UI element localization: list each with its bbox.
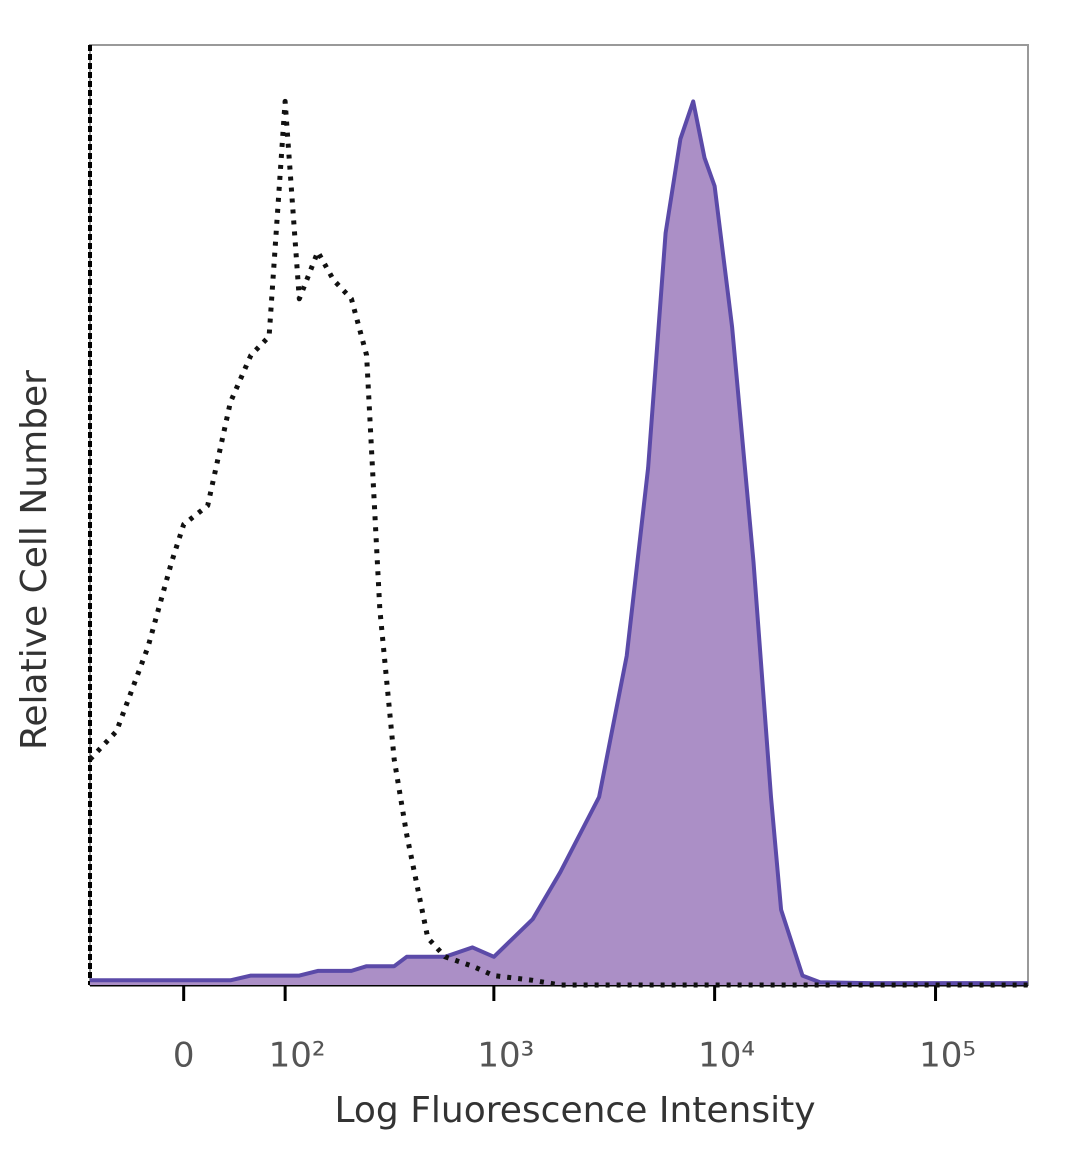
x-tick-label: 10⁵	[919, 1036, 976, 1076]
y-axis-title: Relative Cell Number	[14, 370, 55, 750]
plot-frame	[89, 44, 1029, 986]
x-axis-title: Log Fluorescence Intensity	[334, 1090, 815, 1131]
histogram-line	[88, 98, 1028, 988]
histogram-area	[90, 101, 1028, 985]
x-tick-label: 0	[173, 1036, 195, 1076]
x-tick-label: 10²	[269, 1036, 326, 1076]
x-tick-label: 10³	[477, 1036, 534, 1076]
x-tick-label: 10⁴	[698, 1036, 755, 1076]
histogram-line	[90, 99, 1028, 986]
